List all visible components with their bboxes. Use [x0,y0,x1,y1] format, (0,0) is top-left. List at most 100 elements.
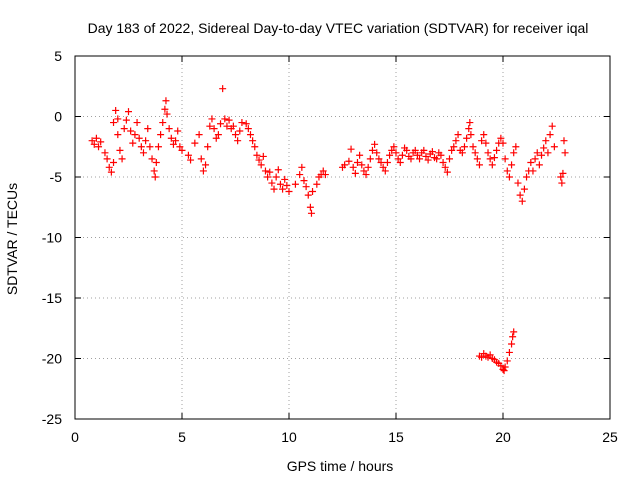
data-point [353,158,361,166]
data-point [133,119,141,127]
data-point [510,149,518,157]
data-point [501,363,509,371]
data-point [356,151,364,159]
data-point [473,155,481,163]
data-point [510,328,518,336]
data-point [167,134,175,142]
data-point [368,146,376,154]
data-point [152,158,160,166]
data-point [514,179,522,187]
data-point [178,146,186,154]
data-point [159,119,167,127]
data-point [279,185,287,193]
data-point [422,152,430,160]
data-point [548,122,556,130]
data-point [165,125,173,133]
data-point [112,106,120,114]
data-point [244,125,252,133]
data-point [398,151,406,159]
data-point [139,149,147,157]
data-point [358,161,366,169]
data-point [490,154,498,162]
data-point [465,125,473,133]
data-point [307,209,315,217]
data-point [208,115,216,123]
data-point [527,158,535,166]
grid [75,56,610,419]
data-point [255,156,263,164]
data-point [448,146,456,154]
y-tick-label: -20 [42,351,62,367]
data-point [561,149,569,157]
data-point [469,143,477,151]
data-point [234,137,242,145]
data-point [394,155,402,163]
data-point [92,134,100,142]
data-point [212,134,220,142]
data-point [114,131,122,139]
data-point [452,137,460,145]
data-point [538,151,546,159]
data-point [120,125,128,133]
data-point [362,171,370,179]
data-point [206,122,214,130]
data-point [403,146,411,154]
data-point [306,203,314,211]
data-point [110,119,118,127]
data-point [110,158,118,166]
data-point [546,131,554,139]
data-point [424,156,432,164]
data-point [428,148,436,156]
data-point [533,149,541,157]
data-point [103,155,111,163]
data-point [272,173,280,181]
data-point [148,155,156,163]
data-point [407,155,415,163]
data-point [169,140,177,148]
data-point [101,149,109,157]
data-point [137,143,145,151]
data-point [518,197,526,205]
data-point [390,143,398,151]
x-tick-label: 15 [388,429,404,445]
y-tick-label: 0 [54,109,62,125]
x-tick-label: 0 [71,429,79,445]
data-point [349,163,357,171]
x-axis-label: GPS time / hours [287,458,394,474]
data-point [150,167,158,175]
data-point [274,166,282,174]
data-point [501,155,509,163]
x-tick-label: 10 [281,429,297,445]
data-point [366,155,374,163]
data-point [90,140,98,148]
data-point [229,122,237,130]
data-point [157,131,165,139]
data-point [560,137,568,145]
data-point [249,137,257,145]
data-point [467,131,475,139]
data-point [242,120,250,128]
x-tick-label: 5 [178,429,186,445]
data-point [214,131,222,139]
y-tick-label: 5 [54,48,62,64]
data-point [379,163,387,171]
y-tick-label: -10 [42,230,62,246]
data-point [535,161,543,169]
data-point [396,158,404,166]
data-point [253,151,261,159]
data-point [516,191,524,199]
data-point [484,149,492,157]
data-point [199,167,207,175]
data-point [313,180,321,188]
data-point [105,163,113,171]
data-point [221,115,229,123]
data-point [268,179,276,187]
data-point [471,149,479,157]
data-point [304,191,312,199]
data-point [503,167,511,175]
data-point [520,185,528,193]
data-point [499,139,507,147]
data-point [488,161,496,169]
data-point [558,179,566,187]
data-point [197,155,205,163]
